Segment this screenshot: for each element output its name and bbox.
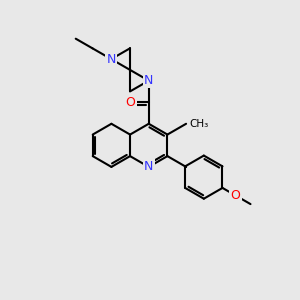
Text: O: O xyxy=(231,189,241,202)
Text: N: N xyxy=(144,160,153,173)
Text: N: N xyxy=(144,74,153,87)
Text: O: O xyxy=(125,96,135,109)
Text: N: N xyxy=(106,52,116,66)
Text: CH₃: CH₃ xyxy=(189,119,208,129)
